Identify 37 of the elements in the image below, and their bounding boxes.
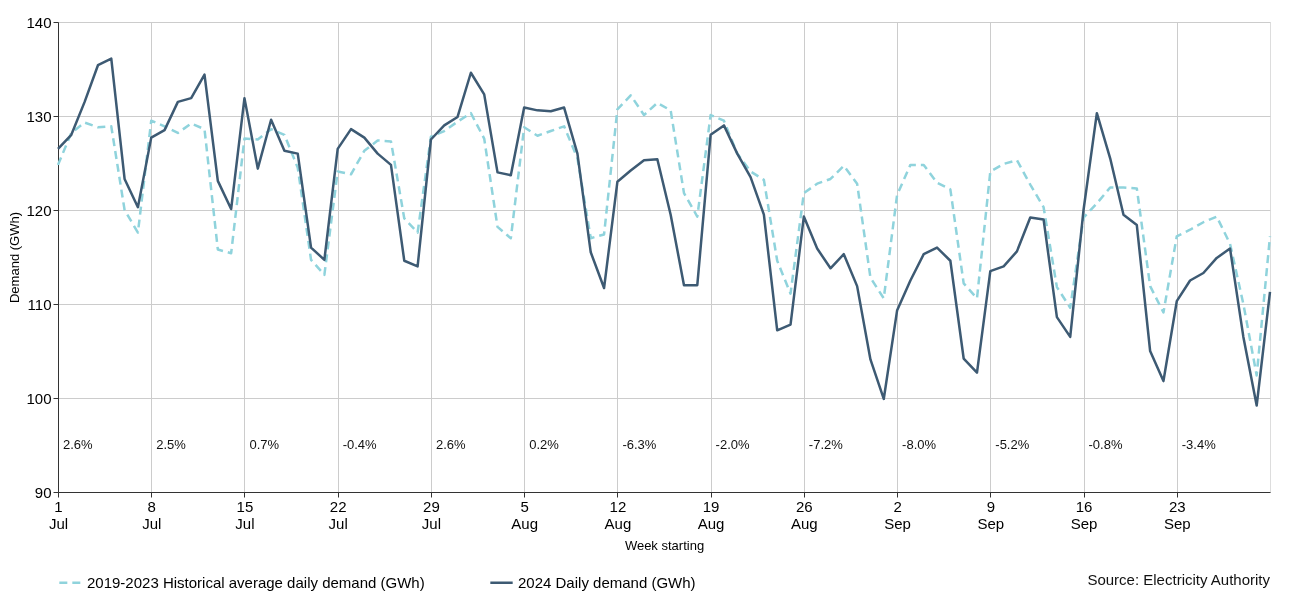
y-tick-label: 100 (26, 389, 52, 407)
legend-label: 2019-2023 Historical average daily demand (GWh) (87, 573, 425, 591)
y-tick-label: 140 (26, 13, 52, 31)
x-tick-label: 22 Jul (328, 497, 348, 532)
x-tick-label: 12 Aug (604, 497, 632, 532)
source-note: Source: Electricity Authority (1087, 571, 1271, 588)
x-tick-label: 19 Aug (697, 497, 725, 532)
annotation: -5.2% (995, 437, 1030, 452)
x-axis-title: Week starting (624, 537, 705, 553)
annotation: -0.8% (1088, 437, 1123, 452)
line-series (56, 94, 1272, 377)
annotation: 2.5% (156, 437, 187, 452)
annotation: -8.0% (902, 437, 937, 452)
annotation: -0.4% (342, 437, 378, 452)
line-series (56, 57, 1272, 407)
x-tick-label: 5 Aug (511, 497, 539, 532)
annotation: -3.4% (1181, 437, 1217, 452)
x-tick-label: 16 Sep (1070, 497, 1098, 532)
y-tick-label: 120 (26, 201, 52, 219)
annotation: 2.6% (435, 437, 466, 452)
annotation: -2.0% (715, 437, 751, 452)
annotation: 2.6% (63, 437, 94, 452)
y-tick-label: 130 (26, 107, 52, 125)
annotation: -7.2% (808, 437, 844, 452)
x-tick-label: 26 Aug (790, 497, 818, 532)
x-tick-label: 2 Sep (884, 497, 911, 532)
legend-label: 2024 Daily demand (GWh) (518, 573, 696, 591)
x-tick-label: 15 Jul (235, 497, 255, 532)
annotation: 0.2% (529, 437, 560, 452)
annotation: -6.3% (622, 437, 657, 452)
annotation: 0.7% (249, 437, 280, 452)
x-tick-label: 9 Sep (977, 497, 1005, 532)
y-tick-label: 110 (27, 295, 52, 313)
y-axis-title: Demand (GWh) (7, 211, 23, 304)
x-tick-label: 29 Jul (421, 497, 442, 532)
x-tick-label: 8 Jul (142, 497, 162, 532)
x-tick-label: 23 Sep (1163, 497, 1191, 532)
